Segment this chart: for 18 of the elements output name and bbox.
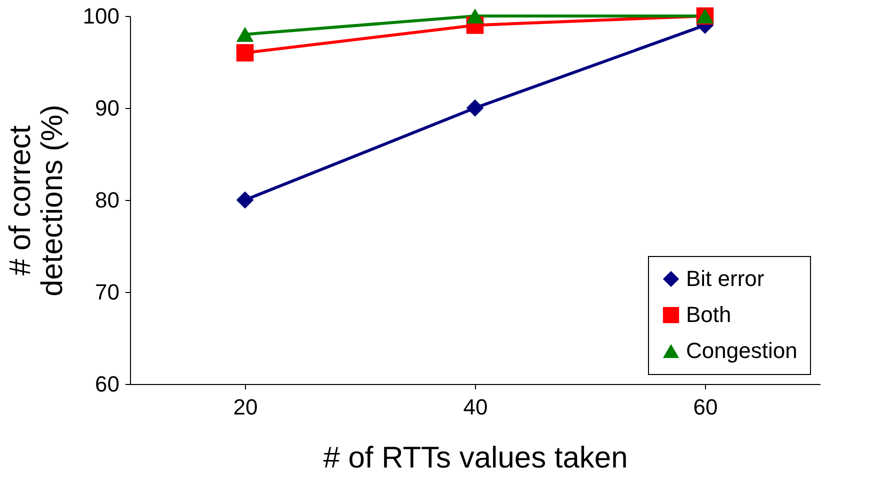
- x-tick-label: 40: [463, 394, 488, 420]
- y-tick-label: 70: [95, 280, 120, 304]
- point: [236, 26, 254, 42]
- legend-label: Bit error: [686, 266, 764, 291]
- y-tick-label: 60: [95, 372, 120, 396]
- y-tick-label: 100: [82, 4, 120, 28]
- point: [236, 44, 254, 62]
- y-tick-label: 90: [95, 96, 120, 120]
- point: [466, 8, 484, 24]
- legend-label: Congestion: [686, 338, 798, 363]
- x-tick-label: 60: [693, 394, 718, 420]
- point: [466, 99, 484, 117]
- point: [236, 191, 254, 209]
- y-axis-title: # of correct detections (%): [4, 104, 69, 296]
- legend-label: Both: [686, 302, 732, 327]
- x-tick-label: 20: [233, 394, 258, 420]
- x-axis-title: # of RTTs values taken: [323, 442, 628, 474]
- y-tick-label: 80: [95, 188, 120, 212]
